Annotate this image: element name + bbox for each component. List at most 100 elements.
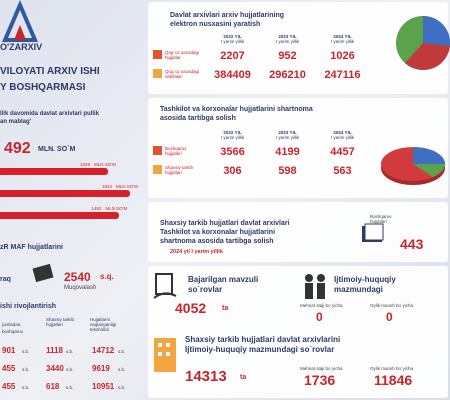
value: 3566: [220, 146, 245, 158]
year-sub: I yarim yillik: [330, 135, 355, 140]
hand-icon: [153, 273, 177, 299]
cell: 618: [46, 382, 60, 391]
title: Y BOSHQARMASI: [0, 82, 86, 93]
building-icon: [154, 338, 176, 372]
cell: 14712: [92, 346, 115, 355]
label: Oylik maosh bo`yicha: [370, 303, 414, 308]
label: Muqovalash: [64, 285, 97, 291]
year: 2022 YIL: [223, 34, 242, 39]
year: 2024 YIL: [333, 34, 352, 39]
caption: zR MAF hujjatlarini: [0, 244, 63, 251]
row-label: hujjatlar: [165, 55, 181, 60]
header: Shaxsiy tarkib hujjatlari: [46, 317, 75, 327]
card-title: Tashkilot va korxonalar hujjatlarini: [160, 229, 276, 236]
title: so`rovlar: [188, 285, 223, 294]
bar-label: 1492: [91, 206, 102, 211]
unit: s.q.: [100, 272, 114, 281]
unit: ta: [222, 305, 229, 312]
caption: an mablag': [0, 119, 32, 125]
row-label: Qog`oz asosdagi: [165, 69, 200, 74]
cell: 455: [2, 364, 16, 373]
logo-icon: [1, 0, 39, 42]
card-title: Shaxsiy tarkib hujjatlari davlat arxivla…: [160, 220, 290, 227]
cell-unit: s.b.: [22, 385, 30, 390]
value: 598: [278, 165, 297, 177]
row-label: Qog`oz asosdagi: [165, 50, 200, 55]
people-icon: [305, 274, 325, 299]
cell-unit: s.b.: [118, 349, 126, 354]
value: 2540: [64, 270, 91, 284]
card: [148, 266, 448, 398]
card-title: elektron nusxasini yaratish: [170, 21, 261, 28]
title: Ijtimoiy-huquqiy mazmundagi so`rovlar: [185, 345, 335, 354]
unit: ta: [240, 374, 247, 381]
row-label: hujjatlari: [165, 151, 182, 156]
bar-label: 1349: [79, 162, 90, 167]
total: 492: [4, 140, 31, 157]
cell-unit: s.b.: [66, 349, 74, 354]
label: Oylik maosh bo`yicha: [370, 366, 414, 371]
row-icon: [153, 69, 162, 78]
value: 296210: [269, 69, 306, 81]
label: Mehnat staji bo`yicha: [300, 303, 343, 308]
value: 563: [333, 165, 352, 177]
year: 2023 YIL: [278, 34, 297, 39]
label: hujjatlari: [370, 219, 387, 224]
title: Bajarilgan mavzuli: [188, 275, 259, 284]
row-label: Boshqaruv: [165, 146, 187, 151]
cell-unit: s.b.: [22, 349, 30, 354]
folder-icon: [362, 223, 384, 242]
card: [148, 202, 448, 262]
card-title: asosida tartibga solish: [160, 115, 236, 122]
cell-unit: s.b.: [66, 385, 74, 390]
value: 11846: [374, 372, 413, 388]
year-sub: I yarim yillik: [275, 135, 300, 140]
cell: 1118: [46, 346, 63, 355]
intro: jumladan,: [2, 322, 22, 327]
bar-unit: MLN SO'M: [93, 162, 116, 167]
value: 0: [316, 310, 323, 324]
value: 1736: [304, 372, 336, 388]
value: 247116: [324, 69, 361, 81]
year-sub: I yarim yillik: [220, 39, 245, 44]
row-icon: [153, 165, 162, 174]
row-label: hujjatlari: [165, 170, 182, 175]
value: 4457: [330, 146, 355, 158]
logo: O'ZARXIV: [0, 42, 43, 52]
title: Shaxsiy tarkib hujjatlari davlat arxivla…: [185, 335, 341, 344]
row-label: sahifalar: [165, 74, 183, 79]
value: 2207: [220, 50, 245, 62]
cell-unit: s.b.: [22, 367, 30, 372]
cell: 901: [2, 346, 16, 355]
value: 14313: [185, 368, 227, 385]
cell: 10951: [92, 382, 115, 391]
bar-label: 1624: [102, 184, 113, 189]
year: 2024 YIL: [333, 130, 352, 135]
card-title: shartnoma asosida tartibga solish: [160, 238, 274, 245]
label: raq: [0, 276, 11, 283]
title: mazmundagi: [334, 285, 383, 294]
bar: [0, 168, 108, 175]
row-icon: [153, 50, 162, 59]
year-sub: I yarim yillik: [330, 39, 355, 44]
label: Boshqaruv: [370, 214, 392, 219]
value: 1026: [330, 50, 355, 62]
row-icon: [153, 146, 162, 155]
cell: 455: [2, 382, 16, 391]
card-title: Tashkilot va korxonalar hujjatlarini sha…: [160, 106, 313, 113]
cell-unit: s.b.: [118, 367, 126, 372]
year: 2023 YIL: [278, 130, 297, 135]
year-sub: I yarim yillik: [220, 135, 245, 140]
value: 443: [400, 236, 424, 252]
cell: 9619: [92, 364, 110, 373]
cell-unit: s.b.: [118, 385, 126, 390]
title: Ijtimoiy-huquqiy: [334, 275, 396, 284]
period: 2024 yil I yarim yillik: [170, 249, 223, 255]
cell-unit: s.b.: [66, 367, 74, 372]
value: 4052: [175, 300, 207, 316]
pie: [381, 147, 445, 185]
bar-unit: MLN SO'M: [116, 184, 138, 189]
value: 306: [223, 165, 242, 177]
year-sub: I yarim yillik: [275, 39, 300, 44]
